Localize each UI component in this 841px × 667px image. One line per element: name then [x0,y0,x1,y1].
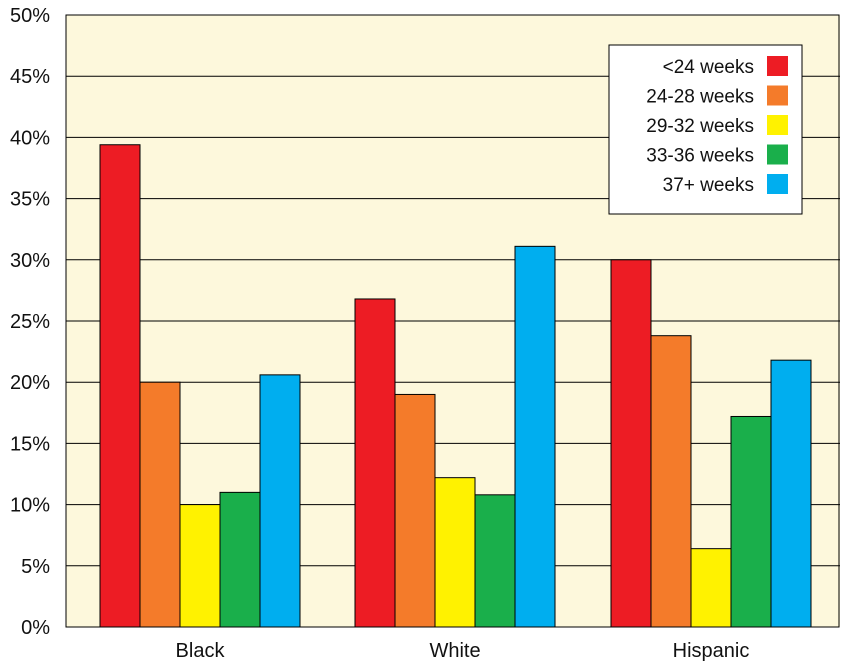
legend-swatch [767,56,788,76]
x-axis-categories: Black White Hispanic [176,640,750,662]
bar [99,144,141,628]
legend-label: 29-32 weeks [646,116,754,137]
y-tick-label: 25% [10,311,50,333]
x-category-label: Hispanic [673,640,750,662]
bar [690,548,732,628]
bar [610,259,652,628]
legend-swatch [767,144,788,165]
x-category-label: Black [176,640,226,662]
legend-swatch [767,174,788,194]
y-tick-label: 5% [21,556,50,578]
bar [394,393,436,628]
y-tick-label: 20% [10,372,50,394]
legend-label: 33-36 weeks [646,146,754,167]
y-tick-label: 35% [10,189,50,211]
bar [474,494,516,628]
bar [514,245,556,628]
x-category-label: White [429,640,480,662]
y-tick-label: 40% [10,127,50,149]
bar [770,359,812,628]
bar [139,381,181,628]
bar [219,491,261,628]
bars [99,144,812,628]
bar [259,374,301,628]
y-tick-label: 10% [10,495,50,517]
legend-swatch [767,85,788,106]
bar [434,477,476,628]
bar [650,335,692,628]
bar [179,504,221,628]
plot-frame [65,14,840,628]
legend-swatch [767,115,788,135]
bar [354,298,396,628]
bar [730,415,772,628]
legend-label: 37+ weeks [663,175,754,196]
y-tick-label: 45% [10,66,50,88]
legend-label: 24-28 weeks [646,87,754,108]
y-tick-label: 15% [10,433,50,455]
legend-label: <24 weeks [663,57,754,78]
y-axis-ticks: 0% 5% 10% 15% 20% 25% 30% 35% 40% 45% 50% [10,5,50,639]
y-tick-label: 0% [21,617,50,639]
y-tick-label: 30% [10,250,50,272]
legend: <24 weeks 24-28 weeks 29-32 weeks 33-36 wee… [608,44,803,215]
y-tick-label: 50% [10,5,50,27]
